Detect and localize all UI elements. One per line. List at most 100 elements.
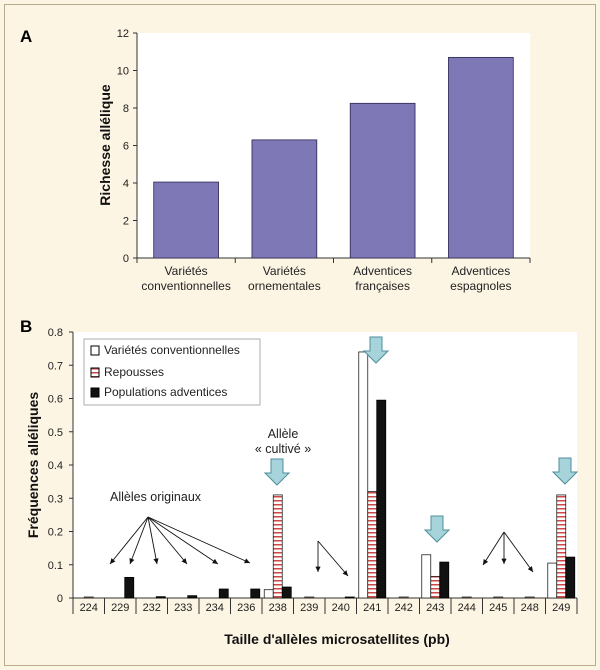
- arrow-248: [503, 531, 534, 573]
- panel-a-bar: [349, 102, 416, 259]
- arrow-originaux-head: [129, 558, 135, 564]
- panel-a: A 024681012VariétésconventionnellesVarié…: [20, 27, 531, 293]
- panel-b-ytick-label: 0.8: [48, 327, 63, 339]
- panel-a-ytick-label: 6: [123, 141, 129, 153]
- legend-swatch-black: [90, 387, 100, 398]
- panel-b-xtick-label: 243: [426, 602, 444, 614]
- arrow-244-head: [483, 559, 489, 565]
- panel-b-bar: [398, 596, 409, 599]
- panel-b-bar: [155, 596, 166, 599]
- panel-a-bar: [153, 181, 219, 259]
- panel-a-ylabel: Richesse allélique: [97, 84, 113, 206]
- arrow-240-head: [342, 570, 348, 576]
- arrow-originaux: [147, 516, 251, 564]
- panel-b-ytick-label: 0.2: [48, 527, 63, 539]
- panel-b-ytick-label: 0.1: [48, 560, 63, 572]
- panel-a-labels: 024681012VariétésconventionnellesVariété…: [117, 28, 512, 293]
- panel-b-ytick-label: 0.4: [48, 460, 63, 472]
- legend-label-3: Populations adventices: [104, 385, 227, 399]
- panel-a-category-label: Variétés: [165, 264, 208, 278]
- panel-b-bar: [218, 588, 229, 599]
- annotation-allele-cultive-1: Allèle: [268, 427, 299, 441]
- panel-b-bar: [376, 399, 387, 599]
- panel-b-ytick-label: 0.5: [48, 427, 63, 439]
- panel-b-bar: [83, 596, 94, 599]
- legend: Variétés conventionnelles Repousses Popu…: [83, 338, 261, 406]
- panel-a-ytick-label: 12: [117, 28, 129, 40]
- panel-b-xtick-label: 244: [458, 602, 476, 614]
- arrow-originaux: [147, 516, 188, 565]
- panel-b-bar: [344, 596, 355, 599]
- arrow-originaux-head: [244, 558, 250, 564]
- panel-a-category-label: ornementales: [248, 279, 321, 293]
- panel-a-category-label: Adventices: [452, 264, 511, 278]
- panel-b-xlabel: Taille d'allèles microsatellites (pb): [224, 631, 450, 647]
- panel-b-xtick-label: 241: [363, 602, 381, 614]
- panel-a-ytick-label: 0: [123, 253, 129, 265]
- panel-b-bar: [524, 596, 535, 599]
- panel-b-xtick-label: 238: [269, 602, 287, 614]
- panel-b-bar: [367, 491, 378, 599]
- panel-b-xtick-label: 242: [395, 602, 413, 614]
- panel-b-labels: 0 0.1 0.2 0.3 0.4 0.5 0.6 0.7 0.8 224 229 232 233 234…: [48, 327, 571, 614]
- arrow-originaux-head: [181, 558, 187, 564]
- annotation-alleles-originaux: Allèles originaux: [110, 490, 202, 504]
- panel-b-bar: [187, 595, 198, 599]
- panel-b-bar: [358, 351, 369, 599]
- panel-b-xtick-label: 232: [143, 602, 161, 614]
- panel-b-xtick-label: 239: [300, 602, 318, 614]
- arrow-originaux: [129, 516, 149, 565]
- panel-b-bar: [281, 586, 292, 599]
- panel-a-bars: [153, 56, 514, 259]
- legend-label-1: Variétés conventionnelles: [104, 343, 240, 357]
- annotation-arrows: [109, 516, 534, 577]
- panel-b-ytick-label: 0.3: [48, 493, 63, 505]
- legend-swatch-white: [90, 345, 100, 356]
- panel-b-ytick-label: 0: [57, 593, 63, 605]
- panel-b-bar: [272, 494, 283, 599]
- arrow-240: [317, 540, 349, 577]
- arrow-239-head: [315, 566, 321, 572]
- panel-a-category-label: conventionnelles: [141, 279, 230, 293]
- panel-a-category-label: espagnoles: [450, 279, 511, 293]
- panel-b-bar: [421, 554, 432, 599]
- panel-b-bar: [461, 596, 472, 599]
- arrow-originaux-head: [110, 558, 116, 564]
- panel-a-category-label: Variétés: [263, 264, 306, 278]
- panel-b-bar: [439, 561, 450, 599]
- panel-b-bar: [124, 576, 135, 599]
- panel-a-category-label: françaises: [355, 279, 410, 293]
- legend-box: [83, 338, 261, 406]
- panel-a-category-label: Adventices: [353, 264, 412, 278]
- panel-a-ytick-label: 2: [123, 216, 129, 228]
- arrow-originaux-head: [153, 558, 159, 564]
- panel-b-xtick-label: 248: [521, 602, 539, 614]
- panel-b-bar: [565, 556, 576, 599]
- panel-b-bar: [547, 562, 558, 599]
- panel-b-xtick-label: 224: [80, 602, 98, 614]
- panel-a-bar: [448, 56, 514, 259]
- panel-b-bars: [83, 351, 576, 599]
- panel-b-ytick-label: 0.6: [48, 394, 63, 406]
- down-arrow-249: [551, 457, 579, 485]
- panel-b-ytick-label: 0.7: [48, 360, 63, 372]
- panel-b-xtick-label: 233: [174, 602, 192, 614]
- panel-b: B 0 0.1 0.2 0.3 0.4 0.5 0.6 0.7 0.8 224 229 232 233 2…: [20, 317, 579, 647]
- panel-a-bar: [251, 139, 318, 259]
- panel-b-bar: [430, 575, 441, 599]
- annotation-allele-cultive-2: « cultivé »: [255, 442, 311, 456]
- highlight-arrows: [263, 336, 579, 543]
- panel-b-xtick-label: 234: [206, 602, 224, 614]
- panel-b-bar: [556, 494, 567, 599]
- arrow-244: [482, 531, 505, 566]
- arrow-originaux: [147, 516, 158, 565]
- panel-b-xtick-label: 249: [552, 602, 570, 614]
- down-arrow-241: [362, 336, 390, 364]
- arrow-245-head: [501, 558, 507, 564]
- panel-b-xtick-label: 236: [237, 602, 255, 614]
- panel-b-xtick-label: 229: [111, 602, 129, 614]
- legend-swatch-striped: [90, 367, 100, 378]
- legend-label-2: Repousses: [104, 365, 164, 379]
- down-arrow-238: [263, 458, 291, 486]
